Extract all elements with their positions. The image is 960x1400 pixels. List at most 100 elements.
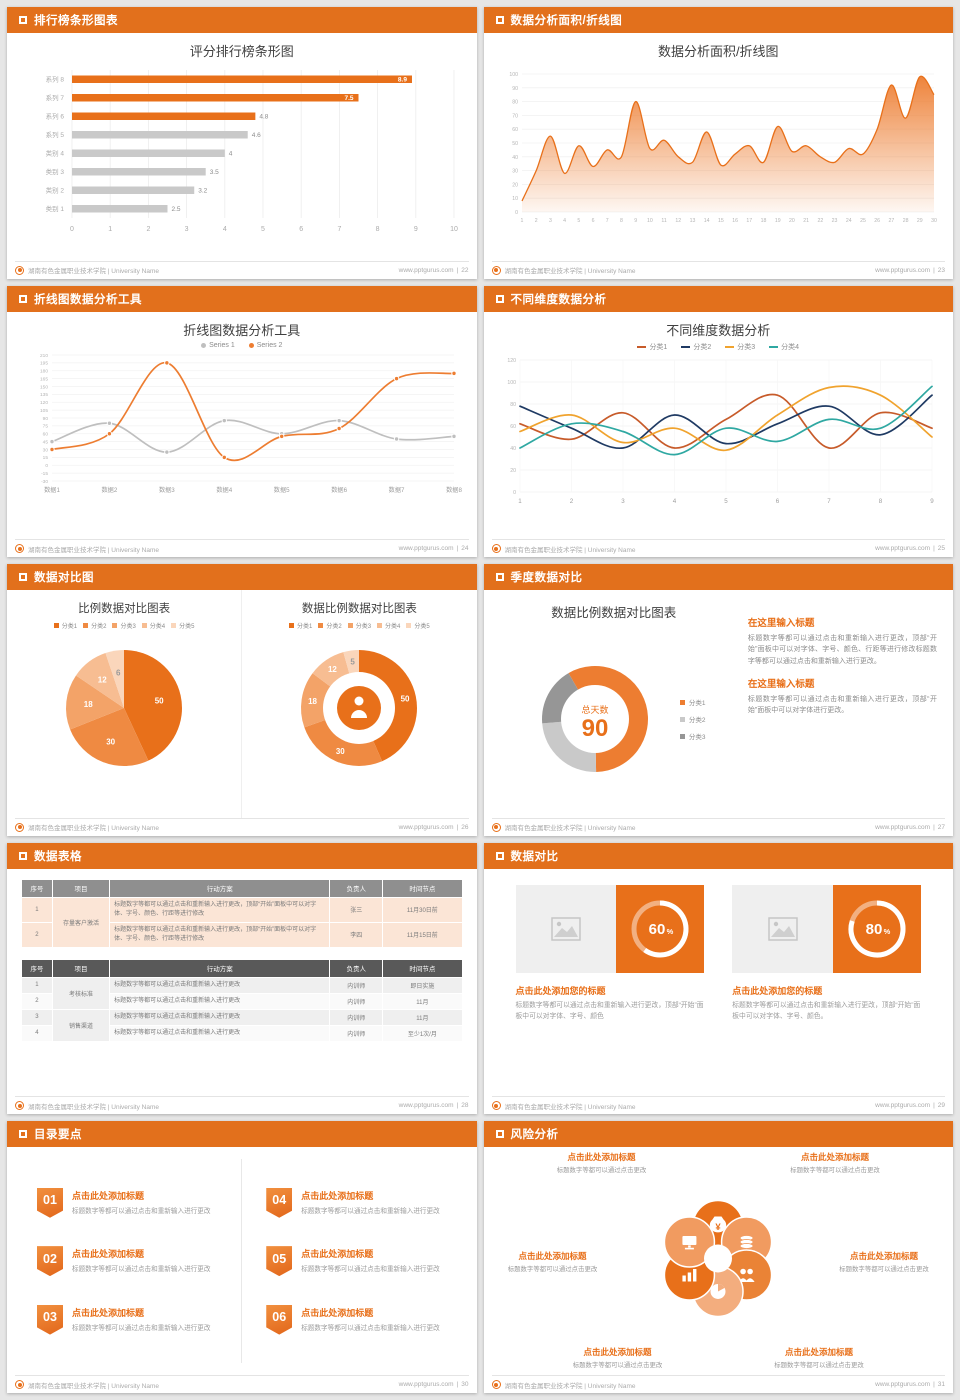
table-cell: 11月 [382,1008,463,1026]
square-bullet-icon [19,573,27,582]
toc-item: 03 点击此处添加标题 标题数字等都可以通过点击和重新输入进行更改 [37,1304,217,1335]
svg-text:10: 10 [647,218,653,224]
table-header-cell: 负责人 [329,958,384,978]
legend-item: 分类2 [681,342,711,352]
table-row: 4 标题数字等都可以通过点击和重新输入进行更改 内训师 至少1次/月 [21,1024,463,1042]
risk-label-desc: 标题数字等都可以通过点击更改 [839,1265,929,1273]
risk-label-desc: 标题数字等都可以通过点击更改 [774,1362,864,1369]
progress-ring: 60% [616,884,705,973]
svg-text:数据5: 数据5 [274,486,290,494]
svg-text:60: 60 [512,127,518,133]
pie-panel: 比例数据对比图表 分类1 分类2 分类3 分类4 分类5 50 30 18 12 6 [7,590,241,818]
svg-text:2.5: 2.5 [171,206,180,213]
school-logo-icon [15,822,24,832]
footer-separator: | [933,545,935,553]
slide-body: ¥ 点击此处添加标题 标题数字等都可以通过点击更改 点击此处添加标题 标题数字等都可以… [484,1147,954,1375]
chart-title: 评分排行榜条形图 [189,44,294,59]
square-bullet-icon [19,1130,27,1139]
legend-label: 分类2 [91,624,107,631]
risk-label: 点击此处添加标题 标题数字等都可以通过点击更改 [815,1250,953,1273]
legend-item: 分类1 [53,621,77,630]
svg-text:6: 6 [592,218,595,224]
card-title: 点击此处添加您的标题 [515,985,606,996]
table-cell: 1 [21,976,53,994]
slide-body: 比例数据对比图表 分类1 分类2 分类3 分类4 分类5 50 30 18 12 6 数据比例数… [7,590,477,818]
school-logo-icon [15,1380,24,1389]
svg-text:120: 120 [508,357,517,363]
square-bullet-icon [19,16,27,24]
block-body: 标题数字等都可以通过点击和重新输入进行更改，顶部“开始”面板中可以对字体、字号、… [747,635,937,665]
table-cell: 内训师 [329,1008,384,1026]
svg-text:1: 1 [521,218,524,224]
table-cell: 标题数字等都可以通过点击和重新输入进行更改 [109,1008,331,1026]
svg-text:30: 30 [931,218,937,224]
svg-text:14: 14 [704,218,710,224]
footer-site: www.pptgurus.com | 22 [399,267,469,274]
table-header-cell: 序号 [21,878,53,898]
page-number: 29 [937,1102,945,1110]
legend-label: 分类5 [414,624,430,631]
svg-text:18: 18 [761,218,767,224]
slide-header: 季度数据对比 [483,564,953,591]
svg-text:数据1: 数据1 [44,486,60,494]
slide-title: 折线图数据分析工具 [34,293,142,306]
risk-label: 点击此处添加标题 标题数字等都可以通过点击更改 [745,1151,925,1174]
svg-text:2: 2 [535,218,538,224]
footer-separator: | [933,1381,935,1388]
slide-22-ranking-bar: 排行榜条形图表 评分排行榜条形图 0 1 2 3 4 5 6 7 8 9 10 系列 8 8.9 系列 7… [7,7,477,279]
svg-text:75: 75 [42,423,48,429]
table-cell: 李四 [329,921,384,948]
site-url: www.pptgurus.com [875,1381,931,1388]
svg-text:1: 1 [108,226,112,233]
school-logo-icon [15,265,24,275]
slide-footer: 湖南有色金属职业技术学院 | University Name www.pptgu… [491,260,945,279]
school-logo-icon [491,544,501,554]
svg-text:数据3: 数据3 [159,486,175,494]
svg-text:数据2: 数据2 [101,486,117,494]
svg-text:25: 25 [860,218,866,224]
table-cell: 考核标准 [51,976,111,1010]
slide-body: 序号 项目 行动方案 负责人 时间节点 1 存量客户激活 标题数字等都可以通过点击和重新输入进… [7,869,477,1097]
site-url: www.pptgurus.com [398,545,454,553]
legend-marker-icon [377,623,383,629]
school-name: 湖南有色金属职业技术学院 | University Name [504,268,636,276]
chart-title: 数据分析面积/折线图 [657,44,779,59]
risk-label-title: 点击此处添加标题 [518,1250,587,1261]
comparison-card: 80% 点击此处添加您的标题 标题数字等都可以通过点击和重新输入进行更改，顶部“开始… [732,884,921,1023]
toc-item-title: 点击此处添加标题 [72,1190,145,1201]
svg-text:5: 5 [725,498,729,505]
svg-text:29: 29 [917,218,923,224]
svg-text:8: 8 [620,218,623,224]
chart-title: 比例数据对比图表 [78,603,171,616]
svg-text:7: 7 [337,226,341,233]
legend-item: Series 1 [201,342,235,349]
school-name: 湖南有色金属职业技术学院 | University Name [28,546,159,554]
table-row: 2 标题数字等都可以通过点击和重新输入进行更改 内训师 11月 [21,992,463,1010]
square-bullet-icon [495,573,504,582]
svg-text:165: 165 [40,376,48,382]
toc-container: 01 点击此处添加标题 标题数字等都可以通过点击和重新输入进行更改 02 点击此处添加标… [7,1147,477,1375]
footer-separator: | [933,823,935,831]
footer-brand: 湖南有色金属职业技术学院 | University Name [491,822,635,832]
slide-23-area-chart: 数据分析面积/折线图 数据分析面积/折线图 0 10 20 30 40 50 60 70 80 9… [483,7,953,279]
legend-marker-icon [318,623,324,629]
school-logo-icon [491,1380,501,1389]
svg-text:7.5: 7.5 [344,95,353,102]
svg-text:数据8: 数据8 [446,486,462,494]
slide-header: 数据对比 [483,842,953,869]
legend-marker-icon [171,623,177,629]
legend-label: 分类4 [385,624,401,631]
table-row: 3 销售渠道 标题数字等都可以通过点击和重新输入进行更改 内训师 11月 [21,1008,463,1042]
svg-text:10: 10 [512,196,518,202]
number-badge: 01 [37,1187,63,1218]
card-description: 标题数字等都可以通过点击和重新输入进行更改，顶部“开始”面板中可以对字体、字号、… [732,1001,921,1020]
legend-item: 分类3 [347,621,371,630]
table-cell: 标题数字等都可以通过点击和重新输入进行更改 [109,976,331,994]
table-row: 1 考核标准 标题数字等都可以通过点击和重新输入进行更改 内训师 即日实施 [21,976,463,1010]
slide-title: 季度数据对比 [510,572,583,585]
slide-header: 排行榜条形图表 [7,7,477,33]
number-badge: 02 [37,1246,63,1277]
slide-body: 不同维度数据分析 分类1 分类2 分类3 分类4 0 20 40 60 80 100 120 1 2 3… [484,312,954,540]
slide-title: 不同维度数据分析 [510,293,607,306]
page-number: 23 [937,266,945,274]
